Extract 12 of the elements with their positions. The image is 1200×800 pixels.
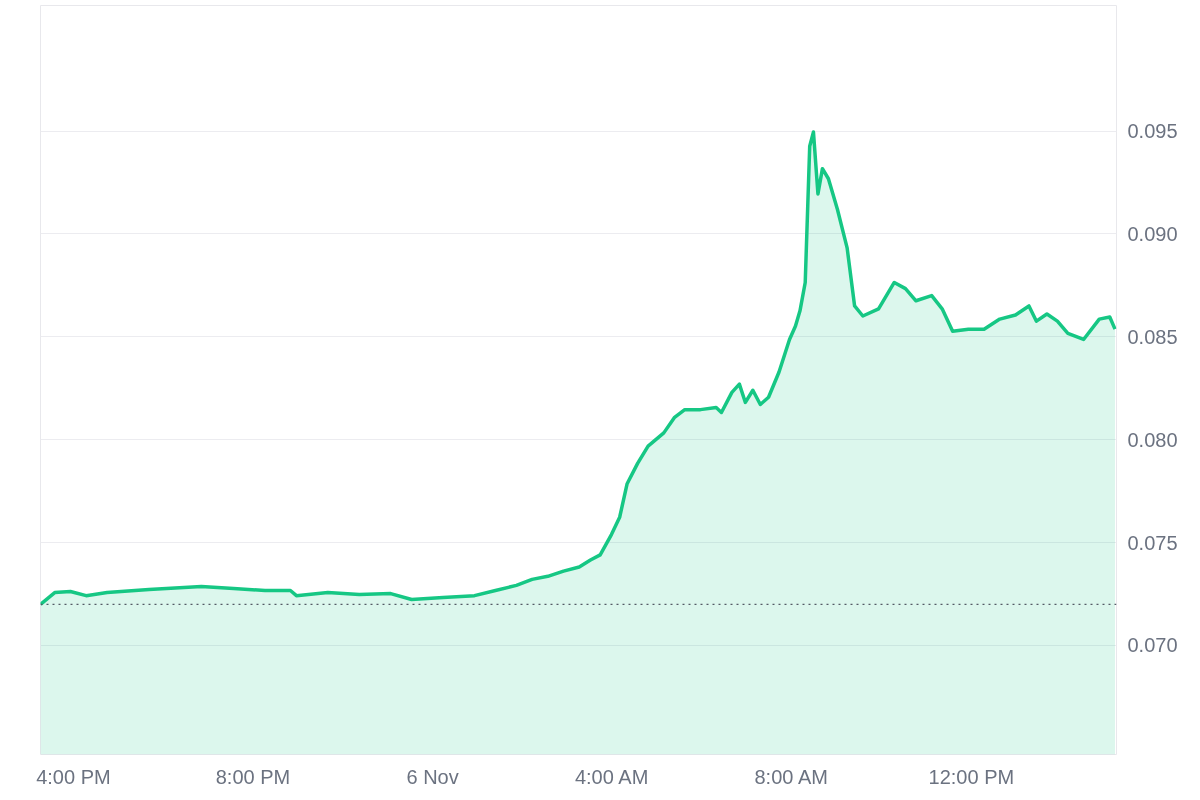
y-tick-label: 0.080 xyxy=(1127,428,1178,451)
x-tick-label: 4:00 AM xyxy=(574,765,649,788)
y-tick-label: 0.085 xyxy=(1127,325,1178,348)
y-tick-label: 0.095 xyxy=(1127,120,1178,143)
x-tick-label: 6 Nov xyxy=(406,765,459,788)
x-tick-label: 8:00 AM xyxy=(754,765,828,788)
y-tick-label: 0.090 xyxy=(1127,222,1178,245)
x-tick-label: 8:00 PM xyxy=(215,765,291,788)
y-tick-label: 0.070 xyxy=(1127,634,1178,657)
x-tick-label: 4:00 PM xyxy=(36,765,111,788)
x-tick-label: 12:00 PM xyxy=(928,765,1015,788)
y-tick-label: 0.075 xyxy=(1127,531,1178,554)
